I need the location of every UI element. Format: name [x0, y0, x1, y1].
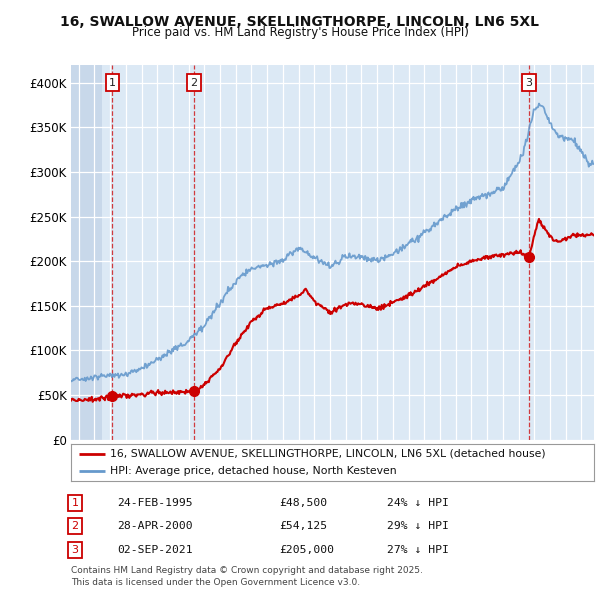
Text: 28-APR-2000: 28-APR-2000 — [117, 522, 193, 531]
Text: 1: 1 — [109, 78, 116, 88]
Text: 3: 3 — [526, 78, 533, 88]
Text: Contains HM Land Registry data © Crown copyright and database right 2025.
This d: Contains HM Land Registry data © Crown c… — [71, 566, 422, 587]
Text: Price paid vs. HM Land Registry's House Price Index (HPI): Price paid vs. HM Land Registry's House … — [131, 26, 469, 39]
Text: 02-SEP-2021: 02-SEP-2021 — [117, 545, 193, 555]
Text: 1: 1 — [71, 498, 79, 507]
Text: £48,500: £48,500 — [279, 498, 327, 507]
Text: 2: 2 — [71, 522, 79, 531]
Text: HPI: Average price, detached house, North Kesteven: HPI: Average price, detached house, Nort… — [110, 466, 397, 476]
Text: 27% ↓ HPI: 27% ↓ HPI — [387, 545, 449, 555]
Text: 29% ↓ HPI: 29% ↓ HPI — [387, 522, 449, 531]
Text: 3: 3 — [71, 545, 79, 555]
Text: 24-FEB-1995: 24-FEB-1995 — [117, 498, 193, 507]
Text: 16, SWALLOW AVENUE, SKELLINGTHORPE, LINCOLN, LN6 5XL (detached house): 16, SWALLOW AVENUE, SKELLINGTHORPE, LINC… — [110, 449, 545, 458]
Text: £54,125: £54,125 — [279, 522, 327, 531]
Text: 16, SWALLOW AVENUE, SKELLINGTHORPE, LINCOLN, LN6 5XL: 16, SWALLOW AVENUE, SKELLINGTHORPE, LINC… — [61, 15, 539, 29]
Text: £205,000: £205,000 — [279, 545, 334, 555]
Text: 24% ↓ HPI: 24% ↓ HPI — [387, 498, 449, 507]
Text: 2: 2 — [190, 78, 197, 88]
Bar — [71, 65, 102, 440]
